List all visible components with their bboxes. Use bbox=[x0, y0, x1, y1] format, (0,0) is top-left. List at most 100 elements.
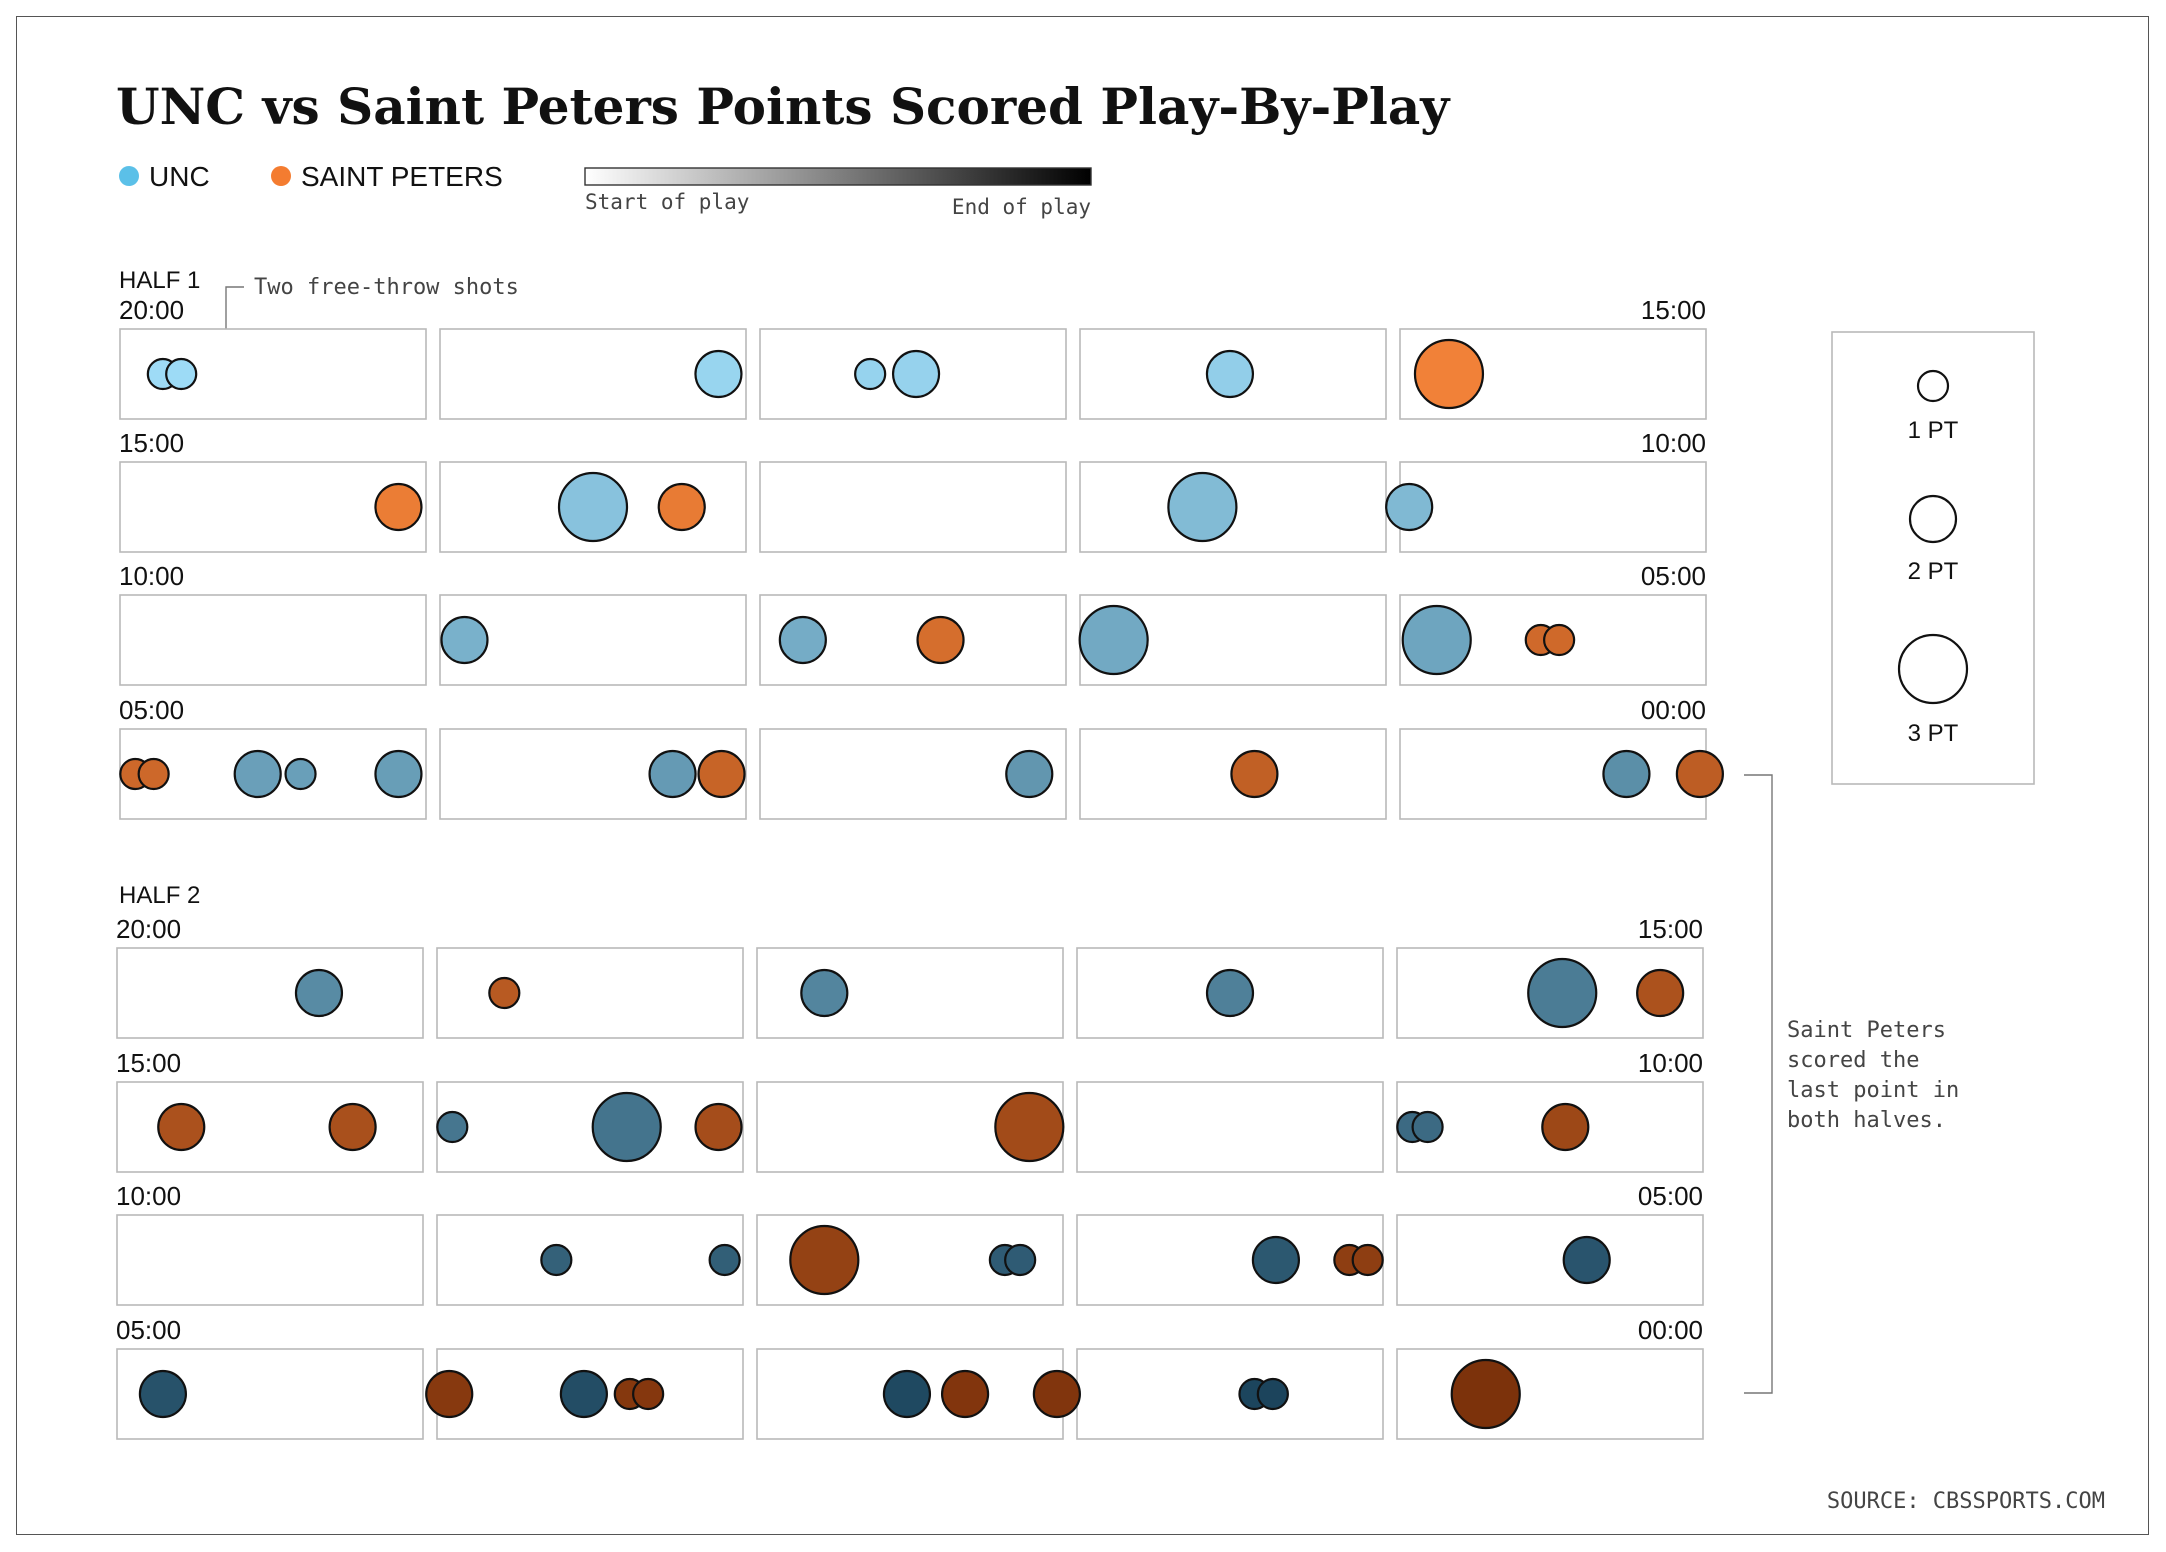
unc-score-dot-2pt bbox=[294, 968, 344, 1018]
panel-half2-row4-5 bbox=[1396, 1348, 1704, 1440]
unc-score-dot-3pt bbox=[1078, 604, 1149, 676]
saint-peters-score-dot-2pt bbox=[328, 1102, 377, 1152]
half-1-label: HALF 1 bbox=[119, 267, 200, 294]
legend-sp-swatch bbox=[271, 166, 291, 186]
outer-border bbox=[16, 16, 2149, 1535]
row-end-label: 00:00 bbox=[1638, 1315, 1703, 1345]
panel-half1-row3-1 bbox=[119, 594, 427, 686]
legend-sp-label: SAINT PETERS bbox=[301, 161, 503, 192]
unc-score-dot-2pt bbox=[1251, 1235, 1301, 1285]
row-start-label: 20:00 bbox=[116, 914, 181, 944]
unc-score-dot-1pt bbox=[1004, 1243, 1037, 1277]
unc-score-dot-1pt bbox=[284, 757, 317, 791]
saint-peters-score-dot-1pt bbox=[632, 1377, 665, 1411]
row-end-label: 10:00 bbox=[1638, 1048, 1703, 1078]
saint-peters-score-dot-2pt bbox=[157, 1102, 206, 1152]
saint-peters-score-dot-2pt bbox=[940, 1369, 990, 1419]
unc-score-dot-1pt bbox=[854, 357, 887, 391]
saint-peters-score-dot-2pt bbox=[1675, 749, 1724, 799]
row-start-label: 20:00 bbox=[119, 295, 184, 325]
saint-peters-score-dot-2pt bbox=[1032, 1369, 1081, 1419]
saint-peters-score-dot-2pt bbox=[1230, 749, 1279, 799]
panel-half1-row2-3 bbox=[759, 461, 1067, 553]
panel-half2-row4-4 bbox=[1076, 1348, 1384, 1440]
unc-score-dot-3pt bbox=[1167, 471, 1238, 543]
unc-score-dot-1pt bbox=[165, 357, 198, 391]
last-point-annotation-line-4: both halves. bbox=[1787, 1108, 1946, 1133]
panels-layer bbox=[116, 328, 1707, 1440]
row-start-label: 15:00 bbox=[116, 1048, 181, 1078]
row-start-label: 10:00 bbox=[119, 561, 184, 591]
panel-half2-row3-5 bbox=[1396, 1214, 1704, 1306]
unc-score-dot-2pt bbox=[648, 749, 697, 799]
gradient-start-label: Start of play bbox=[585, 190, 749, 214]
panel-half1-row2-5 bbox=[1399, 461, 1707, 553]
size-legend-2pt-circle bbox=[1908, 494, 1958, 544]
saint-peters-score-dot-3pt bbox=[994, 1091, 1065, 1163]
gradient-end-label: End of play bbox=[952, 195, 1091, 219]
row-end-label: 00:00 bbox=[1641, 695, 1706, 725]
source-note: SOURCE: CBSSPORTS.COM bbox=[1827, 1489, 2105, 1514]
unc-score-dot-2pt bbox=[1005, 749, 1054, 799]
row-start-label: 05:00 bbox=[116, 1315, 181, 1345]
panel-half2-row1-2 bbox=[436, 947, 744, 1039]
saint-peters-score-dot-2pt bbox=[697, 749, 746, 799]
size-legend-box bbox=[1831, 331, 2035, 785]
panel-half2-row3-4 bbox=[1076, 1214, 1384, 1306]
row-end-label: 15:00 bbox=[1641, 295, 1706, 325]
saint-peters-score-dot-3pt bbox=[1450, 1358, 1521, 1430]
saint-peters-score-dot-2pt bbox=[374, 482, 423, 532]
row-end-label: 05:00 bbox=[1641, 561, 1706, 591]
panel-half2-row2-2 bbox=[436, 1081, 744, 1173]
unc-score-dot-3pt bbox=[557, 471, 629, 543]
legend-unc-swatch bbox=[119, 166, 139, 186]
row-labels-layer: 20:00 15:00 15:00 10:00 10:00 05:00 05:00 00:00… bbox=[116, 295, 1706, 1345]
unc-score-dot-1pt bbox=[1411, 1110, 1444, 1144]
panel-half1-row3-2 bbox=[439, 594, 747, 686]
unc-score-dot-1pt bbox=[708, 1243, 741, 1277]
free-throw-annotation: Two free-throw shots bbox=[254, 275, 519, 300]
panel-half2-row1-1 bbox=[116, 947, 424, 1039]
unc-score-dot-2pt bbox=[882, 1369, 932, 1419]
last-point-bracket bbox=[1744, 774, 1773, 1394]
unc-score-dot-2pt bbox=[1562, 1235, 1611, 1285]
unc-score-dot-2pt bbox=[1205, 349, 1255, 399]
saint-peters-score-dot-1pt bbox=[1351, 1243, 1384, 1277]
unc-score-dot-3pt bbox=[1401, 604, 1472, 676]
unc-score-dot-2pt bbox=[1602, 749, 1651, 799]
saint-peters-score-dot-2pt bbox=[916, 615, 965, 665]
size-legend-1pt-label: 1 PT bbox=[1908, 417, 1959, 444]
size-legend-1pt-circle bbox=[1916, 369, 1950, 403]
unc-score-dot-2pt bbox=[800, 968, 849, 1018]
row-end-label: 10:00 bbox=[1641, 428, 1706, 458]
saint-peters-score-dot-2pt bbox=[425, 1369, 474, 1419]
saint-peters-score-dot-1pt bbox=[488, 976, 521, 1010]
size-legend-3pt-label: 3 PT bbox=[1908, 720, 1959, 747]
legend-unc-label: UNC bbox=[149, 161, 210, 192]
saint-peters-score-dot-3pt bbox=[789, 1224, 860, 1296]
unc-score-dot-1pt bbox=[436, 1110, 469, 1144]
unc-score-dot-2pt bbox=[778, 615, 827, 665]
row-end-label: 15:00 bbox=[1638, 914, 1703, 944]
dots-layer bbox=[119, 338, 1724, 1430]
saint-peters-score-dot-1pt bbox=[1543, 623, 1576, 657]
panel-half2-row3-2 bbox=[436, 1214, 744, 1306]
size-legend-3pt-circle bbox=[1897, 633, 1969, 705]
unc-score-dot-1pt bbox=[540, 1243, 573, 1277]
unc-score-dot-2pt bbox=[559, 1369, 608, 1419]
last-point-annotation-line-1: Saint Peters bbox=[1787, 1018, 1946, 1043]
last-point-annotation-line-2: scored the bbox=[1787, 1048, 1919, 1073]
last-point-annotation-line-3: last point in bbox=[1787, 1078, 1959, 1103]
saint-peters-score-dot-2pt bbox=[1636, 968, 1685, 1018]
panel-half1-row2-4 bbox=[1079, 461, 1387, 553]
chart-title: UNC vs Saint Peters Points Scored Play-B… bbox=[116, 77, 1451, 136]
row-start-label: 10:00 bbox=[116, 1181, 181, 1211]
unc-score-dot-2pt bbox=[891, 349, 941, 399]
unc-score-dot-2pt bbox=[440, 615, 489, 665]
unc-score-dot-1pt bbox=[1256, 1377, 1289, 1411]
saint-peters-score-dot-2pt bbox=[694, 1102, 743, 1152]
unc-score-dot-2pt bbox=[374, 749, 423, 799]
row-start-label: 15:00 bbox=[119, 428, 184, 458]
saint-peters-score-dot-1pt bbox=[137, 757, 170, 791]
